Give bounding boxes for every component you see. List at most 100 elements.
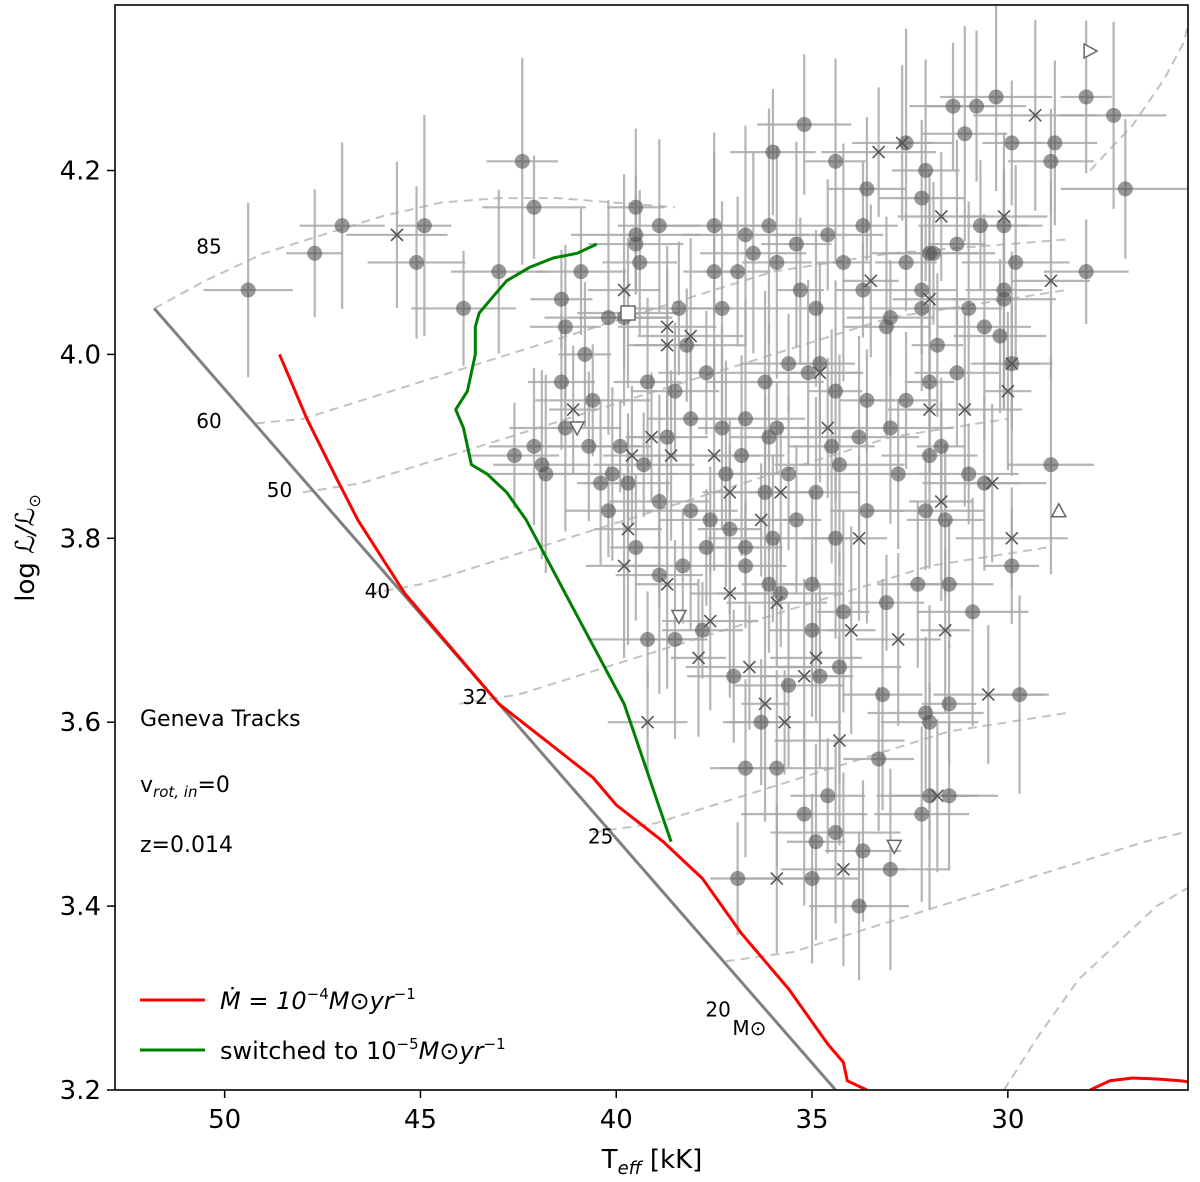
star-point-x bbox=[770, 596, 784, 610]
y-axis-ticks: 3.2 3.4 3.6 3.8 4.0 4.2 bbox=[60, 157, 115, 1106]
star-point bbox=[949, 236, 965, 252]
model-line bbox=[454, 242, 673, 843]
star-point bbox=[659, 429, 675, 445]
star-point bbox=[914, 282, 930, 298]
star-point bbox=[557, 420, 573, 436]
star-point bbox=[871, 751, 887, 767]
star-point bbox=[730, 264, 746, 280]
star-point-x bbox=[809, 651, 823, 665]
star-point bbox=[757, 484, 773, 500]
star-point-x bbox=[707, 448, 721, 463]
geneva-track-line bbox=[153, 197, 676, 310]
star-point bbox=[859, 181, 875, 197]
star-point bbox=[577, 346, 593, 362]
star-point bbox=[808, 300, 824, 316]
star-point bbox=[773, 585, 789, 601]
star-point bbox=[1008, 254, 1024, 270]
star-point bbox=[526, 438, 542, 454]
star-point bbox=[1043, 153, 1059, 169]
star-point-x bbox=[660, 320, 674, 334]
star-point bbox=[1004, 558, 1020, 574]
star-point bbox=[761, 218, 777, 234]
star-point bbox=[992, 328, 1008, 344]
star-point bbox=[812, 668, 828, 684]
star-point bbox=[553, 291, 569, 307]
y-tick-label: 3.4 bbox=[60, 892, 101, 922]
star-point bbox=[914, 806, 930, 822]
y-tick-label: 3.6 bbox=[60, 708, 101, 738]
geneva-track-line bbox=[1003, 886, 1188, 1090]
star-point bbox=[945, 98, 961, 114]
star-point bbox=[831, 457, 847, 473]
star-point-x bbox=[1005, 357, 1019, 371]
geneva-track-line bbox=[725, 831, 1185, 963]
model-line bbox=[278, 353, 868, 1090]
star-point bbox=[804, 576, 820, 592]
star-point bbox=[961, 300, 977, 316]
star-point bbox=[835, 604, 851, 620]
star-point bbox=[698, 540, 714, 555]
star-point bbox=[910, 576, 926, 592]
star-point bbox=[456, 300, 472, 316]
star-point bbox=[702, 512, 718, 528]
star-point-x bbox=[691, 651, 706, 665]
star-point bbox=[761, 576, 777, 592]
y-tick-label: 3.8 bbox=[60, 524, 101, 554]
star-point bbox=[1043, 457, 1059, 473]
star-point-x bbox=[891, 632, 905, 647]
star-point bbox=[737, 227, 753, 243]
star-point-x bbox=[938, 623, 952, 637]
star-point bbox=[859, 392, 875, 408]
star-point bbox=[240, 282, 256, 298]
star-point-x bbox=[660, 338, 674, 352]
star-point bbox=[781, 466, 797, 482]
star-point bbox=[769, 254, 785, 270]
legend-red-label: Ṁ = 10−4M⊙yr−1 bbox=[220, 985, 416, 1015]
star-point-triangle-down bbox=[670, 609, 688, 626]
star-point bbox=[628, 540, 644, 555]
star-point bbox=[796, 806, 812, 822]
y-tick-label: 3.2 bbox=[60, 1076, 101, 1106]
star-point bbox=[769, 760, 785, 776]
star-point bbox=[636, 457, 652, 473]
star-point bbox=[581, 438, 597, 454]
star-point bbox=[600, 310, 616, 326]
star-point bbox=[804, 871, 820, 887]
annotation-title: Geneva Tracks bbox=[140, 707, 301, 732]
star-point bbox=[855, 218, 871, 234]
star-point bbox=[965, 604, 981, 620]
star-point bbox=[506, 448, 522, 464]
geneva-track-line bbox=[1089, 23, 1188, 172]
star-point bbox=[941, 788, 957, 804]
mass-label: 20 bbox=[705, 997, 730, 1021]
star-point-x bbox=[754, 513, 768, 527]
annotation-block: Geneva Tracks vrot, in=0 z=0.014 bbox=[140, 707, 301, 858]
star-point bbox=[922, 788, 938, 804]
star-point bbox=[996, 218, 1012, 234]
star-point bbox=[628, 199, 644, 215]
star-point bbox=[800, 365, 816, 381]
star-point bbox=[1012, 687, 1028, 703]
x-tick-label: 30 bbox=[991, 1105, 1024, 1135]
star-point bbox=[651, 567, 667, 583]
star-point bbox=[667, 383, 683, 399]
star-point bbox=[914, 300, 930, 316]
star-point-x bbox=[922, 292, 937, 306]
star-point-x bbox=[617, 283, 631, 297]
mass-label: 25 bbox=[588, 825, 613, 849]
star-point bbox=[828, 530, 844, 546]
star-point bbox=[988, 89, 1004, 105]
star-point bbox=[855, 282, 871, 298]
star-point-x bbox=[641, 715, 655, 729]
star-point bbox=[553, 374, 569, 390]
error-bars bbox=[203, 5, 1188, 981]
star-point bbox=[526, 199, 542, 215]
star-point bbox=[769, 420, 785, 436]
star-point bbox=[941, 576, 957, 592]
data-points bbox=[240, 42, 1133, 914]
star-point-x bbox=[930, 789, 944, 803]
star-point-x bbox=[625, 448, 639, 463]
star-point bbox=[718, 466, 734, 482]
star-point bbox=[600, 503, 616, 519]
star-point-x bbox=[684, 329, 698, 343]
